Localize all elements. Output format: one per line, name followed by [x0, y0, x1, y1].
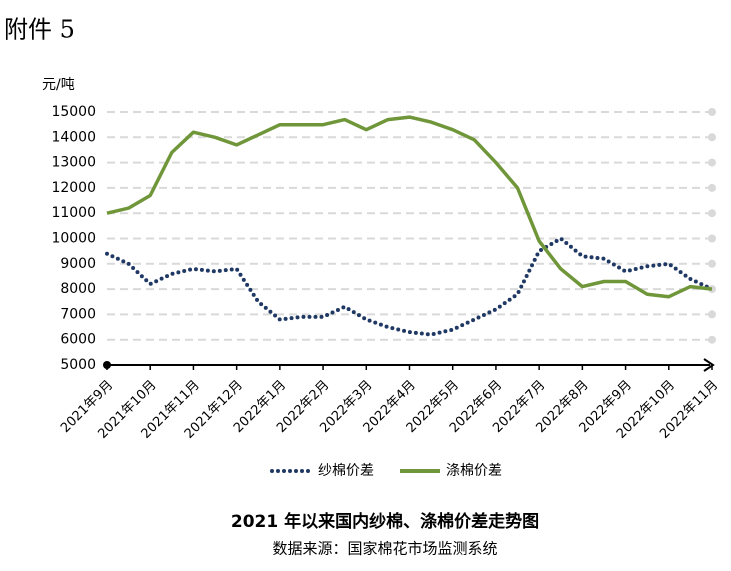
grid-end	[708, 133, 716, 142]
y-tick-label: 7000	[60, 306, 96, 322]
grid-end	[708, 335, 716, 344]
header: 附件 5	[4, 16, 75, 44]
chart-title: 2021 年以来国内纱棉、涤棉价差走势图	[231, 511, 539, 532]
grid-end	[708, 158, 716, 167]
y-tick-label: 9000	[60, 256, 96, 272]
y-tick-label: 14000	[51, 129, 96, 145]
y-tick-label: 11000	[51, 205, 96, 221]
y-axis-label: 元/吨	[42, 77, 75, 93]
legend-label: 涤棉价差	[446, 462, 502, 479]
y-tick-label: 5000	[60, 357, 96, 373]
grid-end	[708, 234, 716, 243]
grid-end	[708, 209, 716, 218]
grid-end	[708, 310, 716, 319]
chart-subtitle: 数据来源：国家棉花市场监测系统	[272, 540, 497, 558]
legend-label: 纱棉价差	[318, 462, 374, 479]
y-tick-label: 12000	[51, 180, 96, 196]
y-tick-label: 10000	[51, 231, 96, 247]
y-tick-label: 15000	[51, 104, 96, 120]
y-tick-label: 13000	[51, 155, 96, 171]
grid-end	[708, 259, 716, 268]
y-tick-label: 8000	[60, 281, 96, 297]
grid-end	[708, 183, 716, 192]
grid-end	[708, 108, 716, 116]
y-tick-label: 6000	[60, 332, 96, 348]
series-line	[105, 236, 714, 337]
series-line	[106, 115, 713, 299]
x-axis-arrow	[703, 358, 715, 372]
